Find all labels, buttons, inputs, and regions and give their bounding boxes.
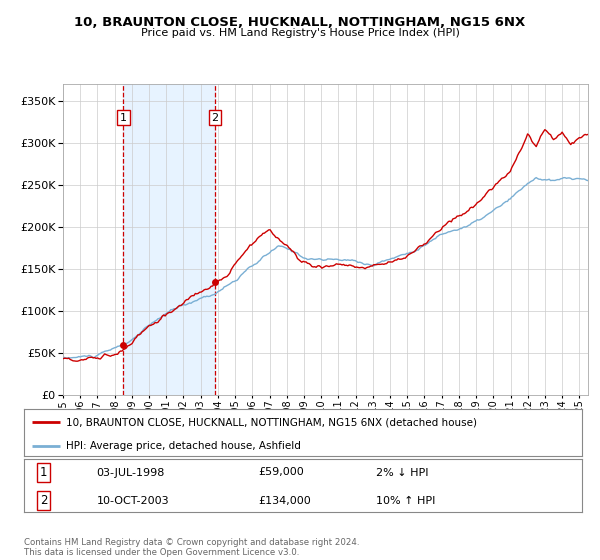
Text: HPI: Average price, detached house, Ashfield: HPI: Average price, detached house, Ashf… (66, 441, 301, 451)
Text: 10% ↑ HPI: 10% ↑ HPI (376, 496, 435, 506)
Text: 2: 2 (40, 494, 47, 507)
Text: Price paid vs. HM Land Registry's House Price Index (HPI): Price paid vs. HM Land Registry's House … (140, 28, 460, 38)
Text: 1: 1 (40, 466, 47, 479)
Text: Contains HM Land Registry data © Crown copyright and database right 2024.
This d: Contains HM Land Registry data © Crown c… (24, 538, 359, 557)
Text: 10, BRAUNTON CLOSE, HUCKNALL, NOTTINGHAM, NG15 6NX (detached house): 10, BRAUNTON CLOSE, HUCKNALL, NOTTINGHAM… (66, 417, 477, 427)
Text: 03-JUL-1998: 03-JUL-1998 (97, 468, 165, 478)
Text: 10-OCT-2003: 10-OCT-2003 (97, 496, 169, 506)
Text: 2% ↓ HPI: 2% ↓ HPI (376, 468, 428, 478)
Text: 2: 2 (211, 113, 218, 123)
Text: £134,000: £134,000 (259, 496, 311, 506)
Text: 10, BRAUNTON CLOSE, HUCKNALL, NOTTINGHAM, NG15 6NX: 10, BRAUNTON CLOSE, HUCKNALL, NOTTINGHAM… (74, 16, 526, 29)
Text: £59,000: £59,000 (259, 468, 304, 478)
Text: 1: 1 (120, 113, 127, 123)
Bar (123, 84, 215, 395)
